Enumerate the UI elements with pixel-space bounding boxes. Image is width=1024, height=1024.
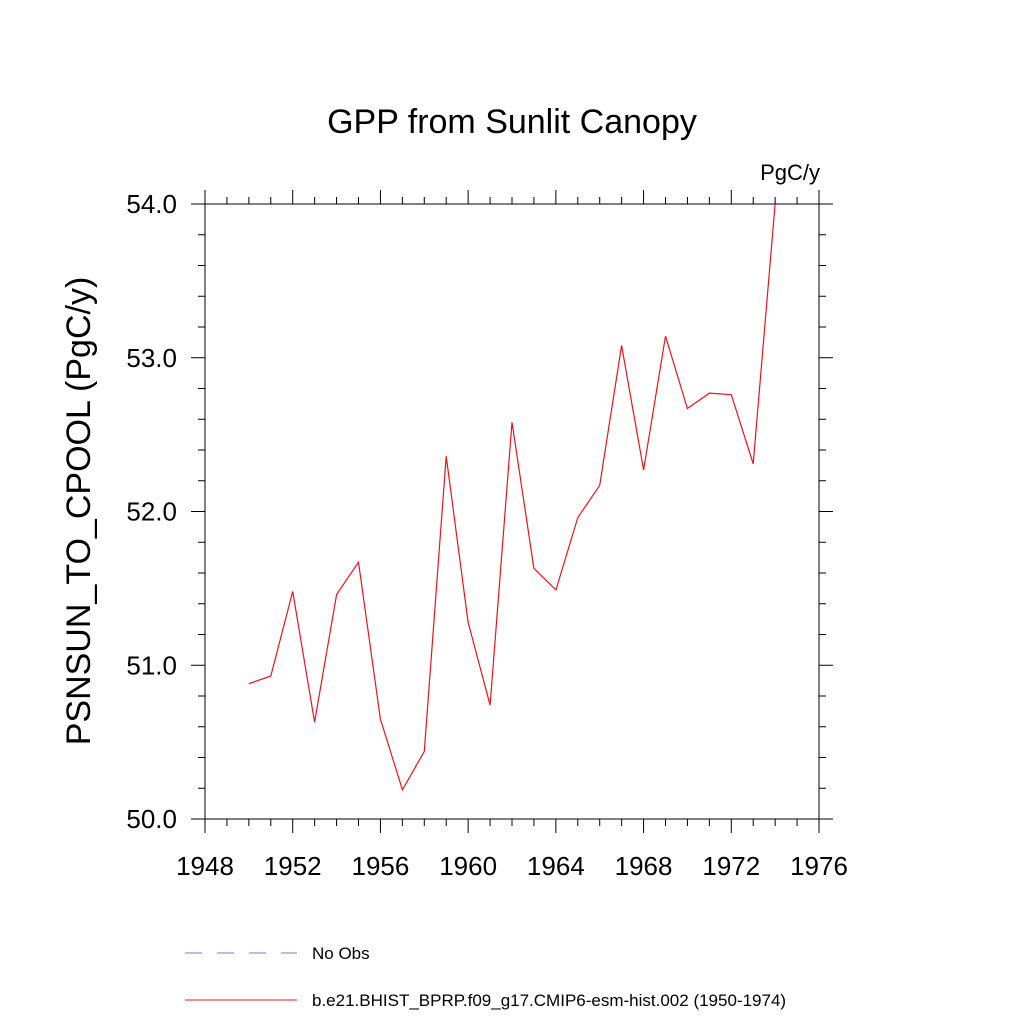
axis-ticks [191, 190, 833, 833]
legend-label: No Obs [312, 944, 370, 963]
tick-labels: 1948 1952 1956 1960 1964 1968 1972 1976 50.0 51.0… [126, 189, 848, 881]
y-tick-label: 52.0 [126, 497, 177, 527]
x-tick-label: 1968 [615, 851, 673, 881]
x-tick-label: 1956 [352, 851, 410, 881]
series-line [248, 203, 776, 792]
y-tick-label: 54.0 [126, 189, 177, 219]
y-tick-label: 50.0 [126, 804, 177, 834]
x-tick-label: 1976 [790, 851, 848, 881]
series-lines [248, 203, 776, 792]
y-axis-label: PSNSUN_TO_CPOOL (PgC/y) [60, 277, 98, 746]
legend: No Obs b.e21.BHIST_BPRP.f09_g17.CMIP6-esm… [185, 944, 786, 1010]
x-tick-label: 1964 [527, 851, 585, 881]
x-tick-label: 1952 [264, 851, 322, 881]
plot-frame [204, 203, 820, 820]
y-tick-label: 53.0 [126, 343, 177, 373]
legend-label: b.e21.BHIST_BPRP.f09_g17.CMIP6-esm-hist.… [312, 991, 786, 1010]
y-tick-label: 51.0 [126, 650, 177, 680]
chart-title: GPP from Sunlit Canopy [327, 103, 697, 141]
units-label: PgC/y [760, 160, 820, 185]
x-tick-label: 1960 [439, 851, 497, 881]
x-tick-label: 1972 [702, 851, 760, 881]
x-tick-label: 1948 [176, 851, 234, 881]
